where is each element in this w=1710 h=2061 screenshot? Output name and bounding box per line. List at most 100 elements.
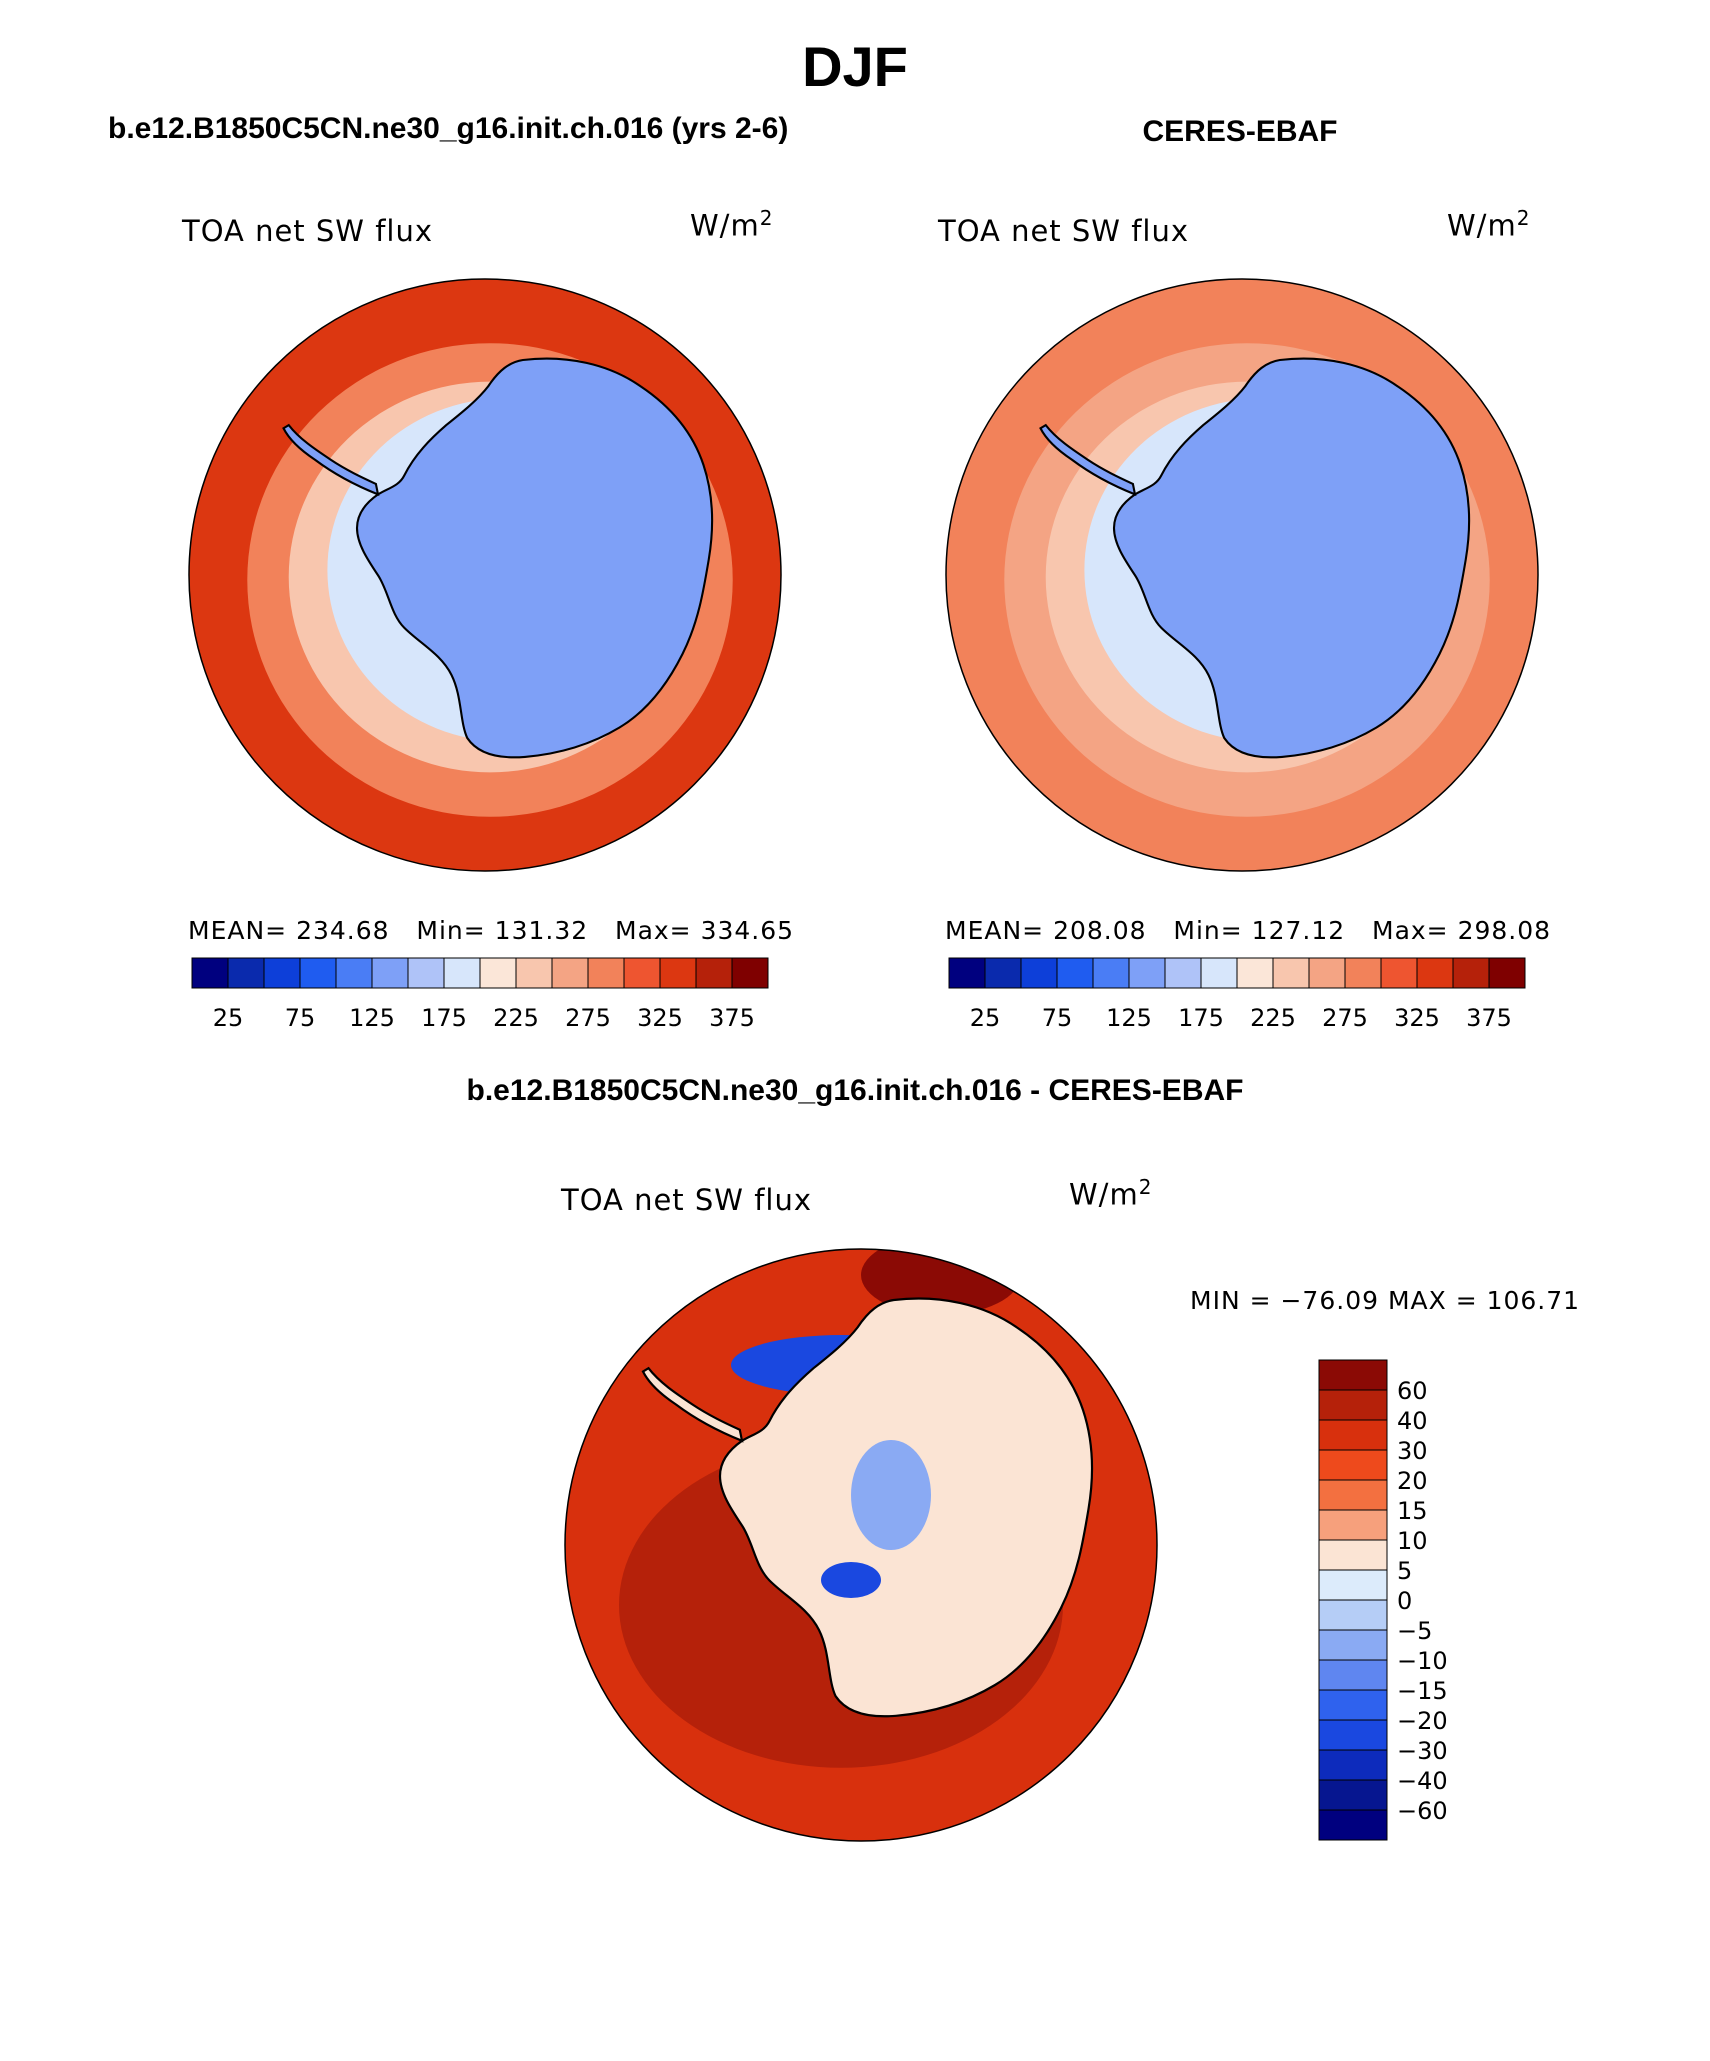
diff-band-ross-negative — [821, 1562, 881, 1598]
right-units-label: W/m2 — [1447, 206, 1531, 243]
right-colorbar-box — [1020, 957, 1058, 989]
left-units-label: W/m2 — [690, 206, 774, 243]
left-colorbar-box — [731, 957, 769, 989]
diff-colorbar-box — [1318, 1629, 1388, 1661]
right-min-label: Min= — [1173, 916, 1243, 945]
diff-colorbar-box — [1318, 1479, 1388, 1511]
left-mean-value: 234.68 — [296, 916, 390, 945]
right-max-value: 298.08 — [1457, 916, 1552, 945]
right-colorbar-box — [1272, 957, 1310, 989]
right-colorbar-box — [948, 957, 986, 989]
diff-colorbar-box — [1318, 1599, 1388, 1631]
right-colorbar-tick-label: 375 — [1466, 1004, 1512, 1032]
diff-colorbar-box — [1318, 1539, 1388, 1571]
left-max-value: 334.65 — [700, 916, 795, 945]
right-colorbar-box — [1236, 957, 1274, 989]
right-colorbar-tick-label: 225 — [1250, 1004, 1296, 1032]
diff-band-interior-negative — [851, 1440, 931, 1550]
left-colorbar-box — [299, 957, 337, 989]
left-map-border — [188, 278, 782, 872]
right-variable-label: TOA net SW flux — [938, 214, 1190, 248]
diff-colorbar-tick-label: −20 — [1397, 1707, 1448, 1735]
diff-colorbar-tick-label: −40 — [1397, 1767, 1448, 1795]
diff-colorbar-tick-label: 40 — [1397, 1407, 1428, 1435]
right-colorbar-box — [1056, 957, 1094, 989]
right-map-border — [945, 278, 1539, 872]
diff-colorbar-box — [1318, 1809, 1388, 1841]
right-map-field — [946, 279, 1538, 871]
left-colorbar-tick-label: 175 — [421, 1004, 467, 1032]
diff-map-border — [564, 1248, 1158, 1842]
right-colorbar-tick-label: 175 — [1178, 1004, 1224, 1032]
right-case-title: CERES-EBAF — [1142, 115, 1338, 148]
diff-colorbar-tick-label: 60 — [1397, 1377, 1428, 1405]
right-colorbar-box — [1488, 957, 1526, 989]
season-title: DJF — [802, 35, 908, 98]
right-mean-label: MEAN= — [945, 916, 1045, 945]
diff-colorbar-box — [1318, 1449, 1388, 1481]
diff-map-field — [565, 1249, 1157, 1841]
left-colorbar-box — [623, 957, 661, 989]
diff-colorbar-box — [1318, 1389, 1388, 1421]
right-colorbar-box — [1452, 957, 1490, 989]
left-colorbar-box — [191, 957, 229, 989]
right-colorbar-tick-label: 325 — [1394, 1004, 1440, 1032]
diff-colorbar-box — [1318, 1779, 1388, 1811]
right-colorbar-tick-label: 275 — [1322, 1004, 1368, 1032]
right-colorbar-tick-label: 125 — [1106, 1004, 1152, 1032]
left-colorbar-tick-label: 225 — [493, 1004, 539, 1032]
left-colorbar-box — [227, 957, 265, 989]
left-colorbar-box — [371, 957, 409, 989]
diff-minmax-label: MIN = −76.09 MAX = 106.71 — [1190, 1286, 1581, 1315]
right-colorbar-box — [1092, 957, 1130, 989]
left-colorbar-box — [659, 957, 697, 989]
left-min-label: Min= — [416, 916, 486, 945]
right-colorbar-box — [1344, 957, 1382, 989]
diff-colorbar-tick-label: 10 — [1397, 1527, 1428, 1555]
diff-colorbar-tick-label: 0 — [1397, 1587, 1412, 1615]
left-max-label: Max= — [615, 916, 692, 945]
diff-colorbar-tick-label: −60 — [1397, 1797, 1448, 1825]
left-colorbar-tick-label: 75 — [285, 1004, 316, 1032]
left-colorbar-box — [587, 957, 625, 989]
right-colorbar-tick-label: 25 — [970, 1004, 1001, 1032]
diff-colorbar-box — [1318, 1719, 1388, 1751]
right-colorbar-box — [1128, 957, 1166, 989]
diff-colorbar-box — [1318, 1419, 1388, 1451]
diff-variable-label: TOA net SW flux — [561, 1183, 813, 1217]
right-colorbar-box — [1308, 957, 1346, 989]
diff-colorbar-box — [1318, 1569, 1388, 1601]
right-colorbar-box — [984, 957, 1022, 989]
left-colorbar-box — [335, 957, 373, 989]
left-colorbar-tick-label: 125 — [349, 1004, 395, 1032]
diff-units-label: W/m2 — [1069, 1175, 1153, 1212]
left-colorbar-tick-label: 375 — [709, 1004, 755, 1032]
right-colorbar-tick-label: 75 — [1042, 1004, 1073, 1032]
left-colorbar-box — [515, 957, 553, 989]
right-colorbar-box — [1380, 957, 1418, 989]
left-colorbar-box — [263, 957, 301, 989]
diff-colorbar-box — [1318, 1749, 1388, 1781]
diff-colorbar-tick-label: 30 — [1397, 1437, 1428, 1465]
right-colorbar-box — [1164, 957, 1202, 989]
right-max-label: Max= — [1372, 916, 1449, 945]
left-min-value: 131.32 — [494, 916, 589, 945]
left-map-field — [189, 279, 781, 871]
diff-colorbar-tick-label: 5 — [1397, 1557, 1412, 1585]
difference-title: b.e12.B1850C5CN.ne30_g16.init.ch.016 - C… — [466, 1074, 1244, 1107]
diff-colorbar-tick-label: −15 — [1397, 1677, 1448, 1705]
left-colorbar-box — [551, 957, 589, 989]
left-colorbar-box — [443, 957, 481, 989]
diff-colorbar-box — [1318, 1659, 1388, 1691]
right-colorbar-box — [1200, 957, 1238, 989]
left-variable-label: TOA net SW flux — [182, 214, 434, 248]
left-colorbar-box — [695, 957, 733, 989]
diff-colorbar-box — [1318, 1359, 1388, 1391]
diff-colorbar-tick-label: −30 — [1397, 1737, 1448, 1765]
right-min-value: 127.12 — [1251, 916, 1346, 945]
diff-colorbar-tick-label: 20 — [1397, 1467, 1428, 1495]
diff-colorbar-box — [1318, 1689, 1388, 1721]
left-case-title: b.e12.B1850C5CN.ne30_g16.init.ch.016 (yr… — [108, 112, 789, 145]
left-colorbar-tick-label: 25 — [213, 1004, 244, 1032]
